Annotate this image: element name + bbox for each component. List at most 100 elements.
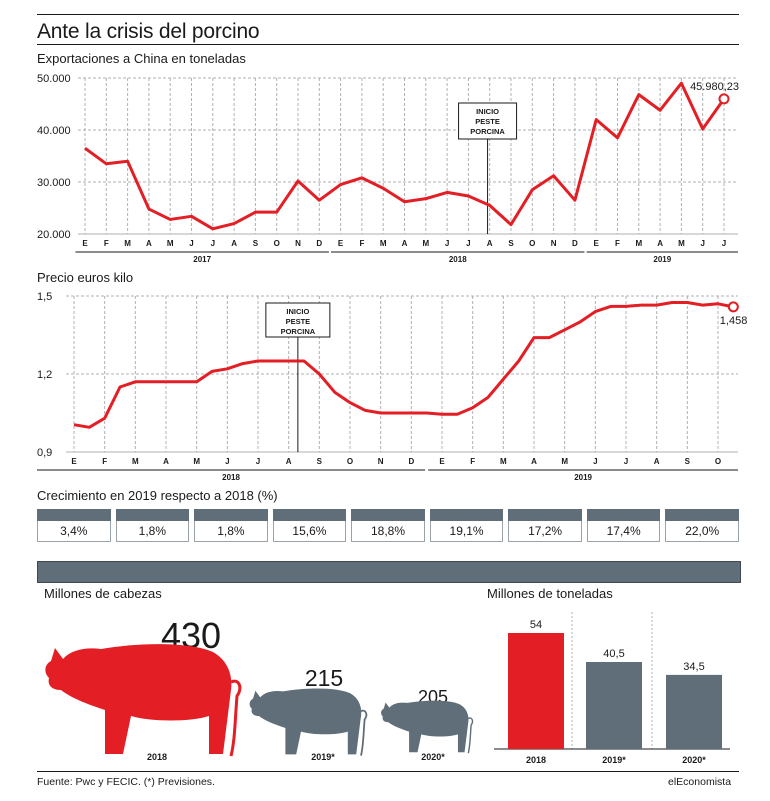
month-label: O [274,239,280,248]
month-label: S [253,239,259,248]
month-label: A [531,457,537,466]
pig-icon [45,644,242,757]
month-label: D [316,239,322,248]
pig-body [249,688,362,755]
bar-value-label: 40,5 [603,648,624,660]
price-grid [66,295,738,453]
pig-body [45,644,232,754]
tons-bars: 54 2018 40,5 2019* 34,5 2020* [508,619,722,765]
growth-value: 1,8% [194,521,268,542]
month-label: F [470,457,475,466]
pig-icon [381,700,474,754]
y-tick-label: 50.000 [37,73,71,85]
growth-value: 17,2% [508,521,582,542]
bar-year-label: 2018 [526,755,546,765]
heads-value-2019: 215 [305,665,343,691]
top-rule [37,14,739,15]
month-label: A [163,457,169,466]
annotation-box [458,102,518,140]
y-tick-label: 1,5 [37,291,52,303]
pig-body [381,700,469,753]
month-label: F [615,239,620,248]
annotation-text: INICIO [476,107,499,116]
annotation-text: INICIO [286,307,309,316]
month-label: J [593,457,597,466]
price-year-labels: 2018 2019 [37,469,738,482]
heads-pictogram: 430 215 205 2018 2019* 2020* [45,615,474,762]
month-label: S [508,239,514,248]
month-label: D [572,239,578,248]
month-label: J [189,239,193,248]
price-subtitle: Precio euros kilo [37,270,134,285]
month-label: J [256,457,260,466]
annotation-box [265,302,331,338]
month-label: A [487,239,493,248]
growth-value: 17,4% [586,521,661,542]
price-line: 1,458 [73,301,748,429]
month-label: M [500,457,507,466]
month-label: M [124,239,131,248]
month-label: M [132,457,139,466]
month-label: M [422,239,429,248]
last-point [718,93,730,105]
last-value-label: 1,458 [720,315,748,327]
month-label: O [347,457,353,466]
tons-subtitle: Millones de toneladas [487,586,613,601]
growth-subtitle: Crecimiento en 2019 respecto a 2018 (%) [37,488,278,503]
growth-header-bar [508,509,582,521]
month-label: A [286,457,292,466]
month-label: E [82,239,88,248]
heads-year-2020: 2020* [421,752,445,762]
month-label: E [71,457,77,466]
pig-tail [229,679,242,757]
bar-2018 [508,633,564,749]
year-label: 2018 [449,255,467,264]
y-tick-label: 20.000 [37,229,71,241]
heads-year-2018: 2018 [147,752,167,762]
month-label: O [529,239,535,248]
month-label: F [102,457,107,466]
growth-header-bar [351,509,425,521]
month-label: A [657,239,663,248]
month-label: M [167,239,174,248]
month-label: E [338,239,344,248]
growth-value: 18,8% [351,521,425,542]
price-series [73,301,734,429]
bar-2019 [586,662,642,749]
bar-value-label: 34,5 [683,661,704,673]
title-rule [37,44,739,45]
last-value-label: 45.980,23 [690,81,739,93]
y-tick-label: 30.000 [37,177,71,189]
month-label: O [715,457,721,466]
exports-year-labels: 2017 2018 2019 [75,251,738,264]
tons-bar-chart: 54 2018 40,5 2019* 34,5 2020* [494,612,730,765]
pig-tail [467,717,474,754]
annotation-text: PESTE [286,317,311,326]
y-tick-label: 0,9 [37,447,52,459]
year-label: 2018 [222,473,240,482]
source-note: Fuente: Pwc y FECIC. (*) Previsiones. [37,776,215,788]
month-label: N [551,239,557,248]
last-point [727,301,739,313]
month-label: J [445,239,449,248]
y-tick-label: 40.000 [37,125,71,137]
month-label: J [722,239,726,248]
year-label: 2019 [653,255,671,264]
year-label: 2017 [193,255,211,264]
growth-value: 1,8% [115,521,190,542]
annotation-text: PORCINA [470,127,505,136]
month-label: J [225,457,229,466]
growth-value: 19,1% [429,521,504,542]
month-label: J [700,239,704,248]
price-y-ticks: 1,5 1,2 0,9 [37,291,52,459]
growth-header-bar [272,509,347,521]
annotation-text: PESTE [475,117,500,126]
month-label: E [439,457,445,466]
exports-line: 45.980,23 [84,81,739,231]
page-title: Ante la crisis del porcino [37,20,260,43]
pig-tail [360,709,368,756]
month-label: N [295,239,301,248]
